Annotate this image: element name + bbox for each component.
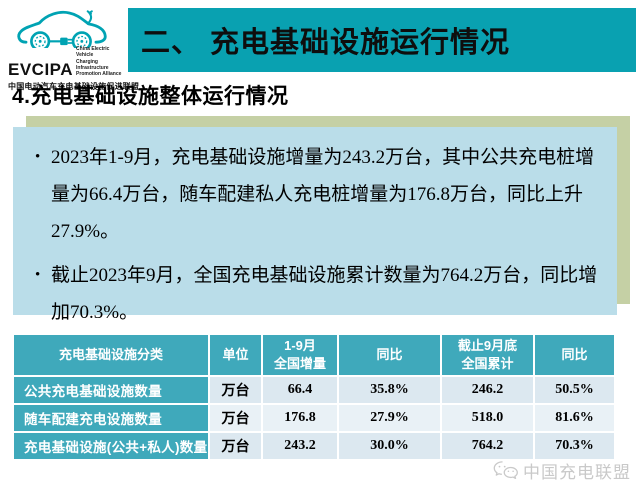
cell-cumulative: 764.2 <box>440 431 535 461</box>
cell-increment: 243.2 <box>261 431 339 461</box>
bullet-dot-icon: • <box>35 267 41 283</box>
cell-cumulative: 246.2 <box>440 375 535 405</box>
row-label: 公共充电基础设施数量 <box>12 375 210 405</box>
bullet-dot-icon: • <box>35 149 41 165</box>
cell-yoy2: 70.3% <box>533 431 616 461</box>
cell-unit: 万台 <box>208 431 263 461</box>
cell-cumulative: 518.0 <box>440 403 535 433</box>
col-header-increment: 1-9月 全国增量 <box>261 333 339 377</box>
table-header-row: 充电基础设施分类 单位 1-9月 全国增量 同比 截止9月底 全国累计 同比 <box>12 333 616 377</box>
logo-chinese-name: 中国电动汽车充电基础设施促进联盟 <box>8 82 140 92</box>
highlight-box: • 2023年1-9月，充电基础设施增量为243.2万台，其中公共充电桩增量为6… <box>13 127 617 323</box>
col-header-unit: 单位 <box>208 333 263 377</box>
table-row: 充电基础设施(公共+私人)数量 万台 243.2 30.0% 764.2 70.… <box>12 431 616 461</box>
section-title: 4.充电基础设施整体运行情况 <box>12 85 289 108</box>
cell-yoy1: 35.8% <box>337 375 442 405</box>
title-banner: 二、 充电基础设施运行情况 <box>128 8 636 72</box>
col-header-cumulative: 截止9月底 全国累计 <box>440 333 535 377</box>
watermark-text: 中国充电联盟 <box>523 463 631 482</box>
row-label: 充电基础设施(公共+私人)数量 <box>12 431 210 461</box>
evcipa-logo: EVCIPA China Electric Vehicle Charging I… <box>8 8 140 92</box>
bullet-text: 2023年1-9月，充电基础设施增量为243.2万台，其中公共充电桩增量为66.… <box>51 147 595 242</box>
bullet-item: • 2023年1-9月，充电基础设施增量为243.2万台，其中公共充电桩增量为6… <box>27 139 607 250</box>
table-row: 公共充电基础设施数量 万台 66.4 35.8% 246.2 50.5% <box>12 375 616 405</box>
infrastructure-table: 充电基础设施分类 单位 1-9月 全国增量 同比 截止9月底 全国累计 同比 公… <box>12 333 616 461</box>
bullet-text: 截止2023年9月，全国充电基础设施累计数量为764.2万台，同比增加70.3%… <box>51 265 598 323</box>
electric-car-icon <box>17 10 107 48</box>
cell-yoy1: 30.0% <box>337 431 442 461</box>
highlight-box-wrap: • 2023年1-9月，充电基础设施增量为243.2万台，其中公共充电桩增量为6… <box>13 116 630 323</box>
page-title: 二、 充电基础设施运行情况 <box>141 27 511 59</box>
cell-increment: 66.4 <box>261 375 339 405</box>
table-row: 随车配建充电设施数量 万台 176.8 27.9% 518.0 81.6% <box>12 403 616 433</box>
bullet-item: • 截止2023年9月，全国充电基础设施累计数量为764.2万台，同比增加70.… <box>27 257 607 331</box>
watermark: 中国充电联盟 <box>493 458 631 483</box>
cell-yoy2: 50.5% <box>533 375 616 405</box>
wechat-icon <box>493 460 518 479</box>
logo-english-name: China Electric Vehicle Charging Infrastr… <box>76 46 122 77</box>
col-header-yoy1: 同比 <box>337 333 442 377</box>
col-header-yoy2: 同比 <box>533 333 616 377</box>
cell-unit: 万台 <box>208 403 263 433</box>
logo-acronym: EVCIPA <box>8 60 74 80</box>
row-label: 随车配建充电设施数量 <box>12 403 210 433</box>
cell-yoy2: 81.6% <box>533 403 616 433</box>
col-header-category: 充电基础设施分类 <box>12 333 210 377</box>
cell-yoy1: 27.9% <box>337 403 442 433</box>
cell-increment: 176.8 <box>261 403 339 433</box>
cell-unit: 万台 <box>208 375 263 405</box>
